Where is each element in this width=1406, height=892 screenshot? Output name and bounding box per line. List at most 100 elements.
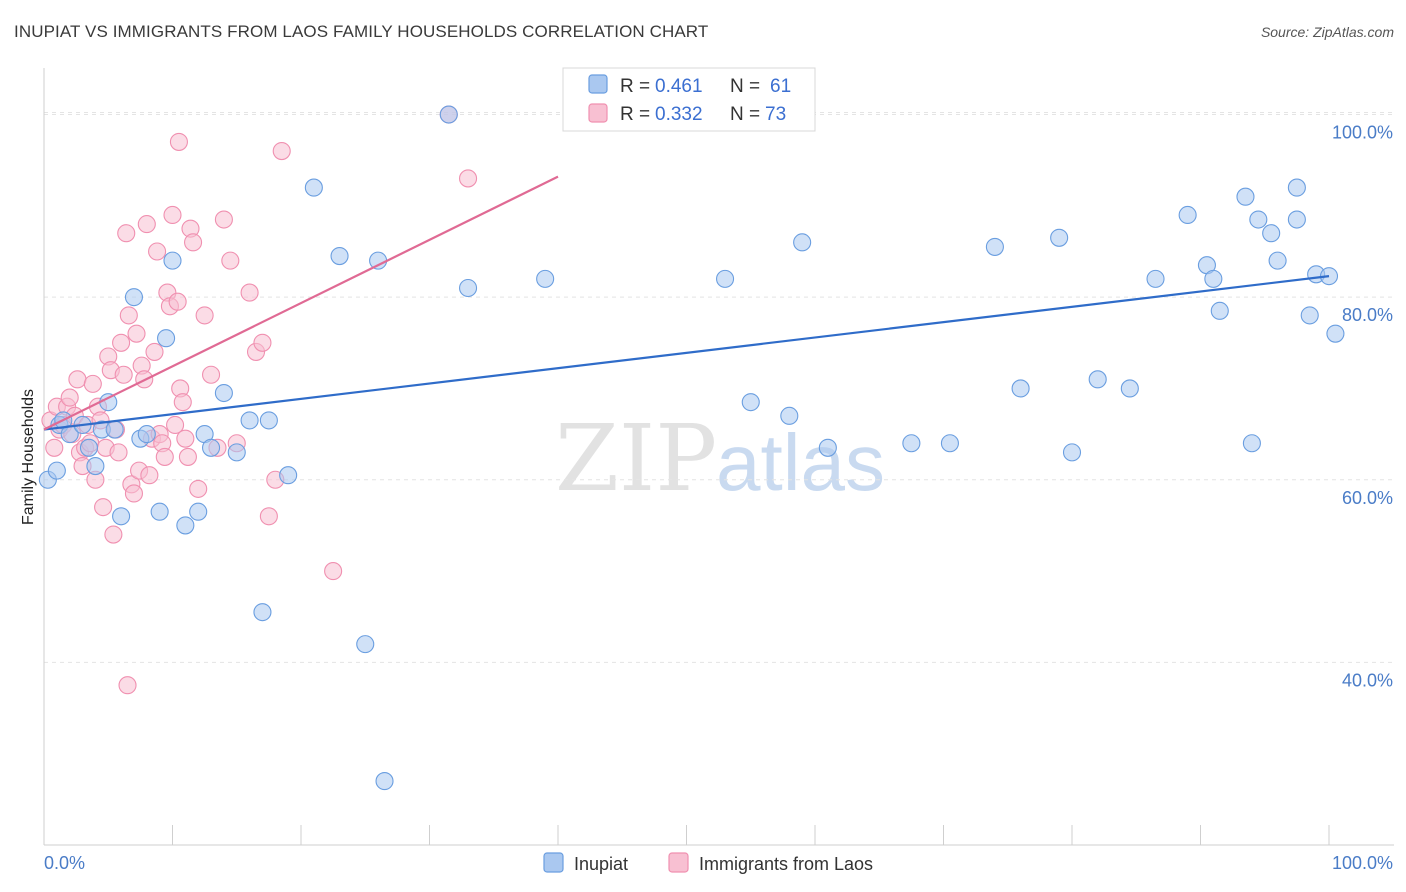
- y-tick-label-1: 80.0%: [1342, 305, 1393, 325]
- laos-point-55: [189, 479, 208, 498]
- laos-point-40: [148, 242, 167, 261]
- inupiat-point-44: [985, 237, 1004, 256]
- x-tick-label-max: 100.0%: [1332, 853, 1393, 873]
- source-label: Source: ZipAtlas.com: [1260, 24, 1394, 40]
- inupiat-point-57: [1249, 210, 1268, 229]
- inupiat-point-38: [741, 393, 760, 412]
- inupiat-point-59: [1268, 251, 1287, 270]
- inupiat-point-12: [124, 288, 143, 307]
- y-tick-label-3: 40.0%: [1342, 670, 1393, 690]
- inupiat-point-29: [330, 247, 349, 266]
- legend-r-value-inupiat: 0.461: [655, 76, 703, 97]
- inupiat-point-28: [304, 178, 323, 197]
- inupiat-point-54: [1210, 301, 1229, 320]
- laos-point-25: [109, 443, 128, 462]
- inupiat-point-56: [1242, 434, 1261, 453]
- x-tick-label-min: 0.0%: [44, 853, 85, 873]
- inupiat-point-65: [1326, 324, 1345, 343]
- laos-point-72: [169, 132, 188, 151]
- inupiat-point-14: [137, 425, 156, 444]
- inupiat-point-49: [1120, 379, 1139, 398]
- laos-point-65: [259, 507, 278, 526]
- inupiat-point-22: [214, 383, 233, 403]
- laos-point-9: [68, 370, 87, 389]
- inupiat-point-62: [1300, 306, 1319, 325]
- inupiat-point-42: [902, 434, 921, 453]
- inupiat-point-40: [793, 233, 812, 252]
- inupiat-point-25: [253, 603, 272, 622]
- laos-point-50: [173, 393, 192, 412]
- bottom-legend-swatch-inupiat: [543, 852, 564, 873]
- inupiat-point-17: [163, 251, 182, 270]
- laos-point-1: [45, 438, 64, 457]
- inupiat-point-24: [240, 411, 259, 430]
- laos-point-48: [168, 292, 187, 311]
- inupiat-point-60: [1287, 178, 1306, 197]
- laos-point-68: [118, 676, 137, 695]
- inupiat-point-11: [112, 507, 131, 526]
- inupiat-point-10: [105, 420, 124, 439]
- laos-point-71: [458, 169, 478, 188]
- legend-swatch-inupiat: [588, 74, 608, 94]
- bottom-legend-label-laos: Immigrants from Laos: [699, 854, 873, 874]
- y-tick-label-0: 100.0%: [1332, 123, 1393, 143]
- inupiat-point-21: [202, 438, 221, 457]
- inupiat-point-51: [1178, 205, 1197, 225]
- inupiat-point-61: [1287, 210, 1306, 229]
- laos-point-64: [253, 333, 272, 352]
- legend-n-label-laos: N =: [730, 104, 760, 125]
- legend-r-value-laos: 0.332: [655, 104, 703, 125]
- inupiat-point-27: [279, 466, 298, 485]
- inupiat-point-15: [150, 502, 169, 521]
- bottom-legend: Inupiat Immigrants from Laos: [543, 852, 873, 874]
- inupiat-point-26: [259, 411, 278, 430]
- y-axis-label: Family Households: [20, 389, 37, 525]
- laos-point-46: [163, 205, 182, 225]
- laos-point-39: [145, 342, 164, 361]
- x-ticks: [43, 825, 1330, 845]
- trend-lines: [43, 175, 1330, 431]
- inupiat-point-37: [715, 269, 735, 288]
- y-tick-label-2: 60.0%: [1342, 488, 1393, 508]
- laos-point-59: [214, 210, 233, 229]
- inupiat-point-45: [1011, 379, 1030, 398]
- inupiat-point-39: [780, 406, 799, 425]
- laos-point-37: [140, 466, 159, 485]
- laos-point-60: [221, 251, 240, 270]
- inupiat-point-23: [227, 443, 246, 462]
- inupiat-point-16: [157, 329, 176, 348]
- gridlines: [44, 112, 1394, 663]
- laos-point-43: [155, 447, 174, 466]
- laos-point-56: [195, 306, 214, 325]
- inupiat-trend-line: [43, 275, 1330, 431]
- legend-n-value-laos: 73: [765, 104, 786, 125]
- inupiat-point-18: [176, 516, 195, 535]
- inupiat-point-7: [86, 457, 105, 476]
- inupiat-point-30: [356, 635, 375, 654]
- laos-point-66: [272, 141, 291, 161]
- y-tick-labels: 100.0% 80.0% 60.0% 40.0%: [1332, 123, 1393, 691]
- legend-n-label-inupiat: N =: [730, 76, 760, 97]
- laos-point-6: [60, 388, 79, 407]
- legend-n-value-inupiat: 61: [770, 76, 791, 97]
- inupiat-point-50: [1146, 269, 1165, 288]
- inupiat-point-33: [439, 105, 458, 124]
- laos-point-36: [137, 215, 156, 234]
- laos-point-27: [114, 365, 133, 384]
- inupiat-point-41: [818, 438, 837, 457]
- laos-point-52: [178, 447, 197, 466]
- inupiat-point-55: [1236, 187, 1255, 206]
- laos-point-54: [184, 233, 203, 252]
- laos-point-29: [119, 306, 138, 325]
- inupiat-point-53: [1204, 269, 1223, 288]
- laos-point-69: [324, 562, 343, 581]
- laos-point-51: [176, 429, 195, 448]
- inupiat-point-31: [369, 251, 388, 270]
- inupiat-point-46: [1050, 228, 1069, 247]
- laos-point-19: [94, 498, 113, 517]
- laos-point-62: [240, 283, 259, 302]
- watermark-zip: ZIP: [555, 405, 717, 512]
- inupiat-point-1: [47, 461, 66, 480]
- laos-point-47: [166, 415, 185, 435]
- inupiat-point-34: [458, 278, 478, 298]
